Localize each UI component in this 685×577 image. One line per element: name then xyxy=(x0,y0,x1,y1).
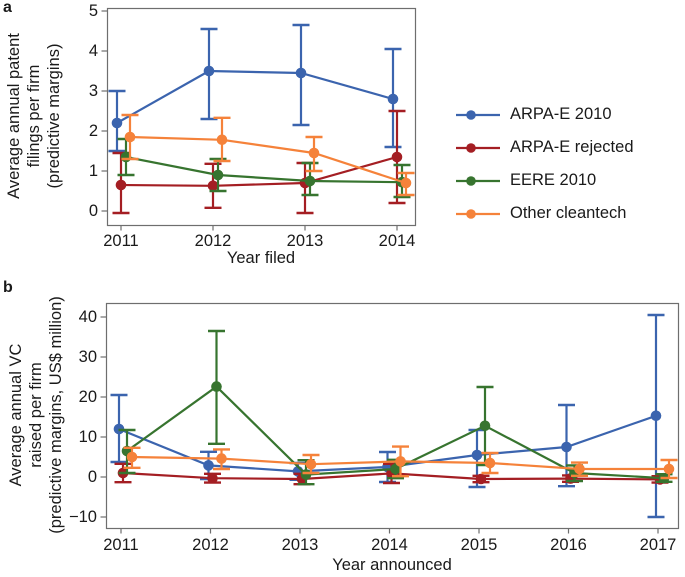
data-point-marker xyxy=(390,463,401,475)
x-axis-tick-label: 2013 xyxy=(287,232,324,250)
y-axis-title-line: (predictive margins, US$ million) xyxy=(47,296,65,534)
data-point-marker xyxy=(212,169,224,181)
y-axis-tick-label: 0 xyxy=(89,202,98,220)
y-axis-tick-label: 10 xyxy=(79,428,97,446)
legend-item-label: EERE 2010 xyxy=(510,171,597,189)
legend-item-label: Other cleantech xyxy=(510,204,627,222)
series-line xyxy=(116,69,394,124)
data-point-marker xyxy=(211,381,222,392)
series-arpa-e-2010 xyxy=(110,313,665,519)
panel-a-x-axis-title: Year filed xyxy=(226,249,296,267)
data-point-marker xyxy=(305,458,317,470)
data-point-marker xyxy=(126,451,138,463)
data-point-marker xyxy=(400,177,412,189)
data-point-marker xyxy=(471,449,483,461)
x-axis-tick-label: 2017 xyxy=(640,536,677,554)
data-point-marker xyxy=(115,179,127,191)
legend: ARPA-E 2010 ARPA-E rejected EERE 2010 Ot… xyxy=(455,105,634,223)
x-axis-tick-label: 2014 xyxy=(379,232,416,250)
data-point-marker xyxy=(207,472,218,484)
legend-item-label: ARPA-E 2010 xyxy=(510,105,612,123)
data-point-marker xyxy=(111,117,123,129)
data-point-marker xyxy=(304,175,316,187)
panel-a-label: a xyxy=(3,0,12,16)
x-axis-tick-label: 2014 xyxy=(371,536,408,554)
y-axis-title-line: Average annual patent xyxy=(5,33,23,199)
data-point-marker xyxy=(574,463,585,475)
y-axis-tick-label: 5 xyxy=(89,2,98,20)
data-point-marker xyxy=(295,67,307,79)
y-axis-title-line: Average annual VC xyxy=(7,343,25,487)
plot-frame xyxy=(105,302,680,530)
series-other-cleantech xyxy=(121,113,415,197)
error-bars xyxy=(121,113,415,197)
data-point-marker xyxy=(300,469,312,480)
data-point-marker xyxy=(561,441,572,453)
y-axis-tick-label: 2 xyxy=(89,122,98,140)
panel-b-plot: −10 0 10 20 30 40 2011 2012 2013 2014 2015 2016 2017 xyxy=(69,302,680,554)
panel-b-x-axis-title: Year announced xyxy=(332,556,452,574)
panel-a-plot: 0 1 2 3 4 5 2011 2012 2013 2014 xyxy=(89,2,417,250)
legend-item-arpa-e-2010: ARPA-E 2010 xyxy=(455,105,634,124)
y-axis-tick-label: −10 xyxy=(69,508,97,526)
data-point-marker xyxy=(479,420,491,432)
x-axis-tick-label: 2016 xyxy=(550,536,587,554)
legend-item-label: ARPA-E rejected xyxy=(510,138,634,156)
y-axis-tick-label: 40 xyxy=(79,308,97,326)
data-point-marker xyxy=(124,131,136,143)
data-point-marker xyxy=(387,93,399,105)
y-axis-title-line: raised per firm xyxy=(27,362,45,468)
line-dot-marker-icon xyxy=(456,175,500,186)
line-dot-marker-icon xyxy=(456,142,500,153)
data-point-marker xyxy=(207,180,219,192)
data-point-marker xyxy=(475,473,487,485)
data-point-marker xyxy=(216,134,228,146)
error-bars xyxy=(117,137,411,199)
series-eere-2010 xyxy=(117,137,411,199)
line-dot-marker-icon xyxy=(456,208,500,219)
series-line xyxy=(129,135,407,185)
data-point-marker xyxy=(216,453,227,464)
data-point-marker xyxy=(663,463,675,475)
error-bars xyxy=(110,313,665,519)
x-axis-tick-label: 2011 xyxy=(103,536,138,554)
x-axis-tick-label: 2011 xyxy=(103,232,138,250)
data-point-marker xyxy=(650,410,662,422)
data-point-marker xyxy=(203,460,214,471)
data-point-marker xyxy=(484,457,496,469)
series-other-cleantech xyxy=(123,445,678,480)
line-dot-marker-icon xyxy=(456,109,500,120)
y-axis-tick-label: 0 xyxy=(88,468,97,486)
data-point-marker xyxy=(391,151,403,163)
series-line xyxy=(120,155,398,187)
y-axis-title-line: filings per firm xyxy=(25,64,43,168)
data-point-marker xyxy=(308,147,320,159)
data-point-marker xyxy=(395,456,406,467)
panel-b-y-axis-title: Average annual VC raised per firm (predi… xyxy=(6,285,66,545)
y-axis-tick-label: 3 xyxy=(89,82,98,100)
series-line xyxy=(125,155,403,184)
x-axis-tick-label: 2015 xyxy=(461,536,498,554)
plot-frame xyxy=(106,7,417,227)
x-axis-tick-label: 2012 xyxy=(192,536,229,554)
legend-item-other-cleantech: Other cleantech xyxy=(455,204,634,223)
y-axis-tick-label: 4 xyxy=(89,42,98,60)
panel-b-label: b xyxy=(3,279,13,296)
panel-a-y-axis-title: Average annual patent filings per firm (… xyxy=(4,6,64,226)
x-axis-tick-label: 2012 xyxy=(195,232,232,250)
y-axis-title-line: (predictive margins) xyxy=(45,43,63,189)
series-eere-2010 xyxy=(118,329,673,486)
y-axis-tick-label: 20 xyxy=(79,388,97,406)
legend-item-arpa-e-rejected: ARPA-E rejected xyxy=(455,138,634,157)
legend-item-eere-2010: EERE 2010 xyxy=(455,171,634,190)
x-axis-tick-label: 2013 xyxy=(282,536,319,554)
y-axis-tick-label: 1 xyxy=(89,162,98,180)
y-axis-tick-label: 30 xyxy=(79,348,97,366)
series-arpa-e-2010 xyxy=(108,23,402,153)
data-point-marker xyxy=(203,65,215,77)
